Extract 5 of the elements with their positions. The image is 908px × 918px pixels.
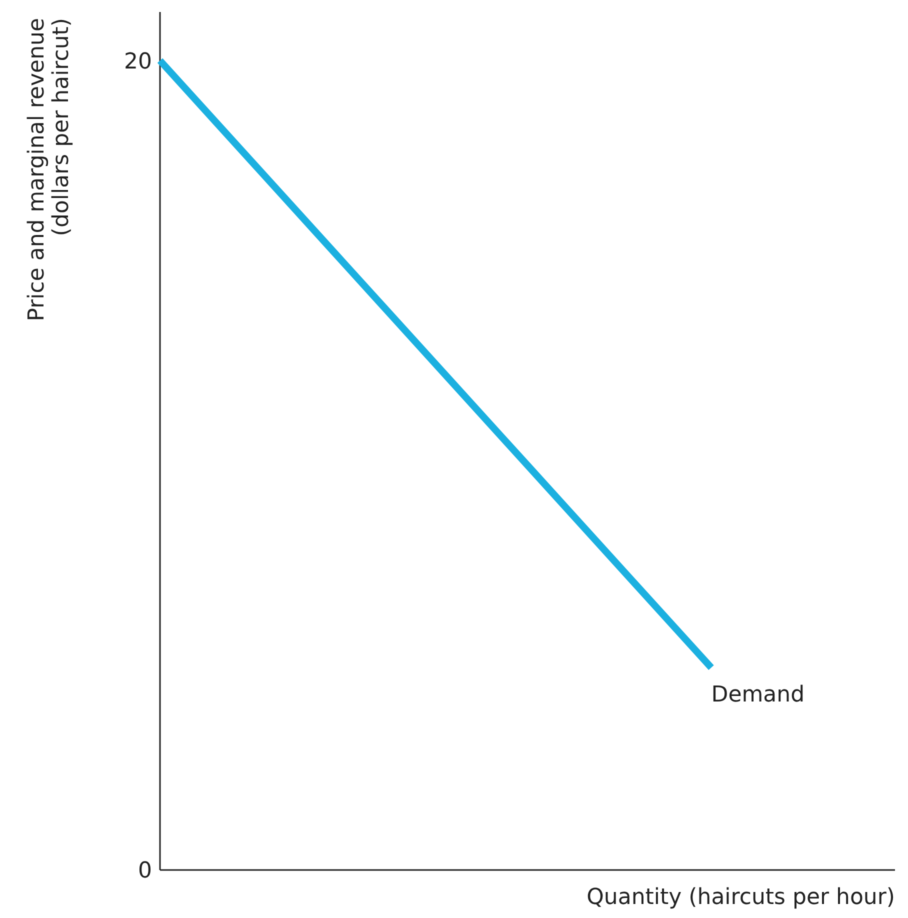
x-axis-title: Quantity (haircuts per hour) — [586, 885, 895, 910]
y-tick-label: 0 — [138, 858, 152, 884]
y-tick-label: 20 — [124, 49, 152, 74]
series-label: Demand — [711, 682, 805, 708]
y-axis-title: Price and marginal revenue (dollars per haircut) — [24, 18, 74, 322]
